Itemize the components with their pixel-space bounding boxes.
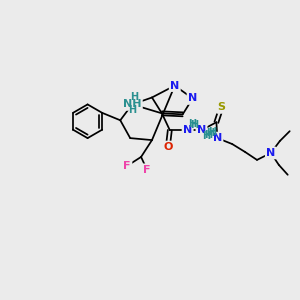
Text: H: H: [128, 105, 136, 116]
Text: F: F: [143, 165, 151, 175]
Text: NH: NH: [123, 99, 141, 110]
Text: F: F: [124, 161, 131, 171]
Text: H: H: [204, 130, 212, 140]
Text: H: H: [130, 92, 138, 103]
Text: H: H: [190, 120, 199, 130]
Text: N: N: [183, 125, 192, 135]
Text: N: N: [170, 81, 179, 91]
Text: N: N: [266, 148, 275, 158]
Text: H: H: [202, 131, 211, 141]
Text: H: H: [188, 119, 197, 129]
Text: N: N: [197, 125, 206, 135]
Text: N: N: [213, 133, 222, 143]
Text: S: S: [217, 102, 225, 112]
Text: O: O: [163, 142, 172, 152]
Text: H: H: [208, 127, 217, 137]
Text: H: H: [206, 128, 214, 138]
Text: N: N: [188, 94, 197, 103]
